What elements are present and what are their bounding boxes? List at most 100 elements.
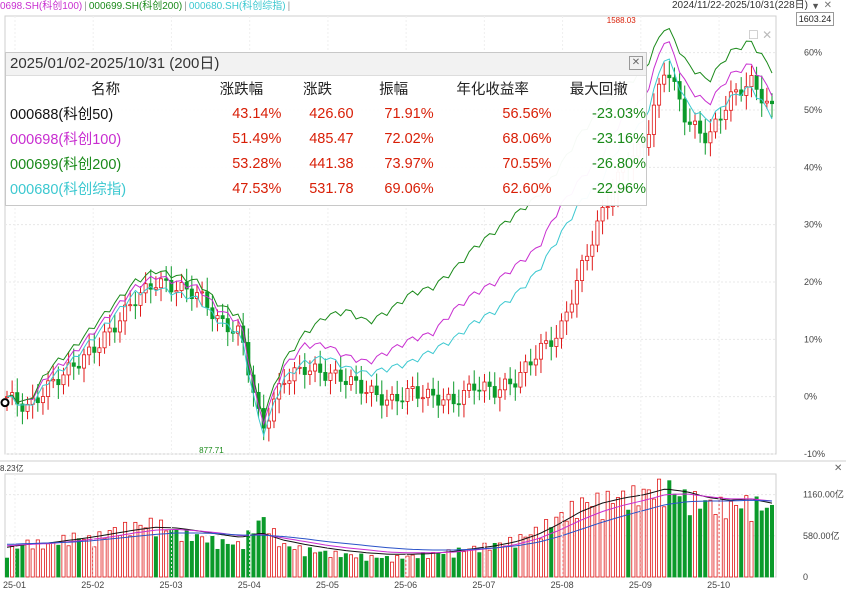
restore-icon[interactable]: ☐ bbox=[748, 28, 759, 42]
candle-body bbox=[318, 363, 323, 373]
candle-body bbox=[456, 403, 461, 406]
volume-bar bbox=[266, 533, 271, 578]
candle-body bbox=[400, 400, 405, 403]
candle-body bbox=[682, 98, 687, 123]
candle-body bbox=[56, 379, 61, 386]
candle-body bbox=[97, 347, 102, 353]
candle-body bbox=[574, 280, 579, 305]
volume-bar bbox=[467, 548, 472, 578]
y-tick-label: 60% bbox=[804, 48, 822, 58]
window-buttons[interactable]: ☐ ✕ bbox=[748, 28, 772, 42]
table-cell: -22.96% bbox=[591, 180, 646, 197]
candle-body bbox=[107, 327, 112, 333]
table-cell: 72.02% bbox=[384, 130, 434, 147]
candle-body bbox=[687, 121, 692, 125]
volume-bar bbox=[451, 557, 456, 578]
candle-body bbox=[528, 361, 533, 366]
candle-body bbox=[523, 361, 528, 373]
chevron-down-icon[interactable]: ▼ bbox=[811, 1, 820, 11]
volume-bar bbox=[646, 489, 651, 578]
y-tick-label: 30% bbox=[804, 220, 822, 230]
table-row[interactable]: 000688(科创50) 43.14% 426.60 71.91% 56.56% -23.… bbox=[6, 101, 646, 126]
candle-body bbox=[354, 376, 359, 381]
table-cell: 68.06% bbox=[502, 130, 552, 147]
volume-bar bbox=[492, 543, 497, 578]
table-cell: 71.91% bbox=[384, 105, 434, 122]
volume-bar bbox=[472, 545, 477, 578]
candle-body bbox=[651, 104, 656, 135]
volume-bar bbox=[123, 521, 128, 578]
volume-bar bbox=[554, 516, 559, 578]
candle-body bbox=[364, 392, 369, 394]
volume-bar bbox=[25, 539, 30, 578]
table-cell: 73.97% bbox=[384, 155, 434, 172]
candle-body bbox=[287, 380, 292, 384]
candle-body bbox=[379, 394, 384, 406]
legend-item: | bbox=[84, 1, 87, 12]
candle-body bbox=[71, 362, 76, 367]
candle-body bbox=[194, 292, 199, 300]
table-cell: 000680(科创综指) bbox=[10, 182, 127, 198]
candle-body bbox=[646, 134, 651, 148]
table-row[interactable]: 000698(科创100) 51.49% 485.47 72.02% 68.06% -23… bbox=[6, 126, 646, 151]
volume-ma-line bbox=[6, 493, 773, 554]
volume-bar bbox=[261, 517, 266, 578]
volume-bar bbox=[10, 546, 15, 578]
candle-body bbox=[451, 393, 456, 405]
column-header: 涨跌幅 bbox=[219, 82, 264, 98]
candle-body bbox=[133, 304, 138, 307]
candle-body bbox=[492, 386, 497, 398]
candle-body bbox=[225, 318, 230, 333]
y-tick-label: 0% bbox=[804, 392, 817, 402]
volume-bar bbox=[667, 480, 672, 578]
candle-body bbox=[66, 362, 71, 376]
candle-body bbox=[564, 311, 569, 322]
table-row[interactable]: 000680(科创综指) 47.53% 531.78 69.06% 62.60% -22.… bbox=[6, 176, 646, 201]
volume-bar bbox=[338, 557, 343, 578]
volume-bar bbox=[590, 506, 595, 578]
candle-body bbox=[759, 88, 764, 104]
volume-bar bbox=[600, 519, 605, 578]
candle-body bbox=[770, 100, 775, 105]
legend-item: 0698.SH(科创100) bbox=[0, 1, 83, 12]
stats-table: 名称 涨跌幅 涨跌 振幅 年化收益率 最大回撤 000688(科创50) 43.14% 426.… bbox=[6, 76, 646, 201]
date-range-label[interactable]: 2024/11/22-2025/10/31(228日) bbox=[671, 0, 808, 11]
volume-bar bbox=[718, 496, 723, 578]
candle-body bbox=[112, 327, 117, 333]
volume-bar bbox=[595, 492, 600, 578]
column-header: 涨跌 bbox=[302, 82, 332, 98]
volume-bar bbox=[343, 553, 348, 578]
column-header: 年化收益率 bbox=[456, 82, 529, 98]
volume-bar bbox=[66, 545, 71, 578]
volume-bar bbox=[359, 553, 364, 578]
volume-bar bbox=[102, 537, 107, 578]
volume-bar bbox=[503, 545, 508, 578]
volume-bar bbox=[71, 532, 76, 578]
volume-bar bbox=[626, 509, 631, 578]
candle-body bbox=[343, 380, 348, 385]
candle-body bbox=[426, 388, 431, 399]
volume-bar bbox=[282, 543, 287, 578]
candle-body bbox=[307, 370, 312, 375]
candle-body bbox=[764, 100, 769, 104]
candle-body bbox=[420, 397, 425, 400]
candle-body bbox=[313, 363, 318, 372]
start-marker bbox=[0, 398, 10, 408]
candle-body bbox=[749, 75, 754, 87]
table-cell: 000698(科创100) bbox=[10, 132, 122, 148]
table-cell: 426.60 bbox=[309, 105, 354, 122]
volume-bar bbox=[574, 518, 579, 578]
candle-body bbox=[436, 394, 441, 406]
x-tick-label: 25-04 bbox=[238, 580, 261, 590]
volume-bar bbox=[415, 558, 420, 578]
table-row[interactable]: 000699(科创200) 53.28% 441.38 73.97% 70.55% -26… bbox=[6, 151, 646, 176]
close-icon[interactable]: ✕ bbox=[629, 56, 643, 70]
volume-bar bbox=[230, 544, 235, 578]
volume-bar bbox=[143, 527, 148, 578]
candle-body bbox=[384, 399, 389, 406]
close-icon[interactable]: ✕ bbox=[762, 28, 773, 42]
y-tick-label: 40% bbox=[804, 162, 822, 172]
candle-body bbox=[657, 83, 662, 106]
close-icon[interactable]: ✕ bbox=[823, 0, 832, 11]
candle-body bbox=[138, 292, 143, 306]
